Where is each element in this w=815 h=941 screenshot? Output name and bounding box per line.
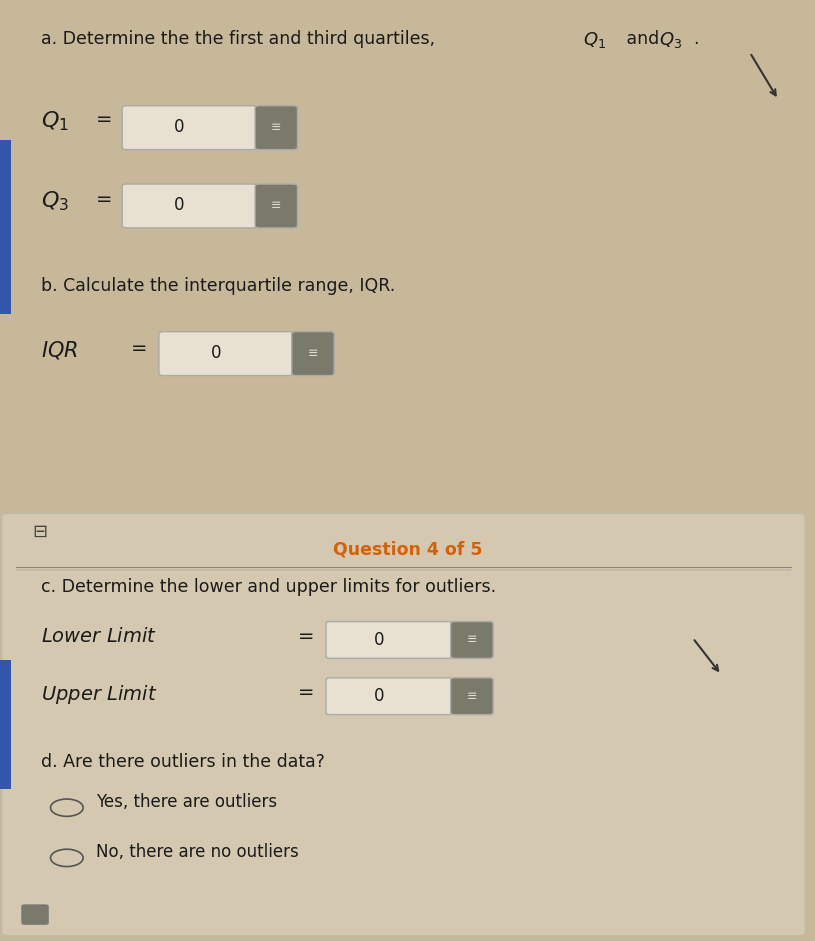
Text: 0: 0 — [374, 630, 384, 648]
Text: $Q_1$: $Q_1$ — [583, 30, 606, 50]
Text: ≡: ≡ — [271, 199, 281, 213]
Text: 0: 0 — [174, 197, 184, 215]
Text: $Q_3$: $Q_3$ — [41, 189, 68, 213]
FancyBboxPatch shape — [159, 331, 293, 375]
Text: =: = — [96, 110, 112, 129]
FancyBboxPatch shape — [2, 514, 805, 935]
Text: ≡: ≡ — [467, 690, 477, 703]
Text: Question 4 of 5: Question 4 of 5 — [333, 540, 482, 558]
Text: d. Are there outliers in the data?: d. Are there outliers in the data? — [41, 753, 324, 771]
FancyBboxPatch shape — [326, 678, 452, 714]
FancyBboxPatch shape — [326, 622, 452, 659]
FancyBboxPatch shape — [451, 622, 493, 659]
Text: b. Calculate the interquartile range, IQR.: b. Calculate the interquartile range, IQ… — [41, 277, 395, 295]
Text: ≡: ≡ — [271, 121, 281, 135]
Text: Yes, there are outliers: Yes, there are outliers — [96, 792, 277, 810]
FancyBboxPatch shape — [0, 139, 11, 314]
FancyBboxPatch shape — [255, 184, 297, 228]
Text: $Q_1$: $Q_1$ — [41, 110, 68, 134]
Text: =: = — [130, 339, 147, 359]
Text: =: = — [297, 627, 314, 646]
Text: ≡: ≡ — [308, 347, 318, 360]
Text: and: and — [621, 30, 665, 48]
Text: ⊟: ⊟ — [33, 523, 48, 541]
Text: =: = — [297, 683, 314, 702]
Text: =: = — [96, 189, 112, 209]
Text: c. Determine the lower and upper limits for outliers.: c. Determine the lower and upper limits … — [41, 579, 496, 597]
Text: ≡: ≡ — [467, 633, 477, 646]
FancyBboxPatch shape — [451, 678, 493, 714]
Text: .: . — [693, 30, 698, 48]
Text: a. Determine the the first and third quartiles,: a. Determine the the first and third qua… — [41, 30, 440, 48]
Text: 0: 0 — [211, 344, 221, 362]
Text: 0: 0 — [174, 119, 184, 136]
FancyBboxPatch shape — [292, 331, 334, 375]
Text: 0: 0 — [374, 687, 384, 705]
FancyBboxPatch shape — [22, 905, 48, 924]
Text: No, there are no outliers: No, there are no outliers — [96, 843, 299, 861]
FancyBboxPatch shape — [122, 184, 257, 228]
Text: $Q_3$: $Q_3$ — [659, 30, 681, 50]
Text: $Lower\ Limit$: $Lower\ Limit$ — [41, 627, 156, 646]
Text: $IQR$: $IQR$ — [41, 339, 78, 361]
FancyBboxPatch shape — [0, 660, 11, 789]
Text: $Upper\ Limit$: $Upper\ Limit$ — [41, 683, 157, 707]
FancyBboxPatch shape — [255, 105, 297, 150]
FancyBboxPatch shape — [122, 105, 257, 150]
